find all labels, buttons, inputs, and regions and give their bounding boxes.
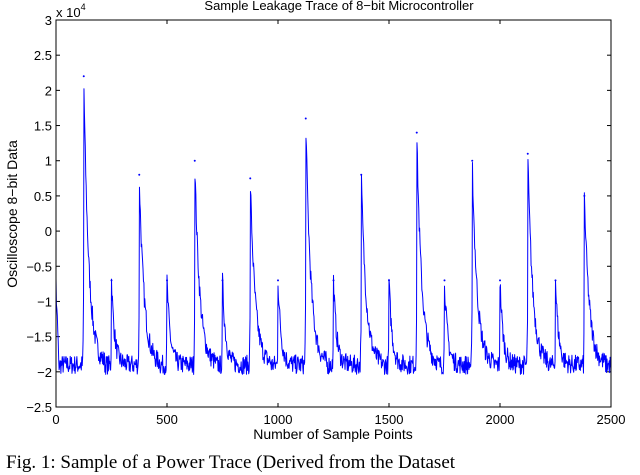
x-axis: 0 500 1000 1500 2000 2500 xyxy=(52,20,625,427)
y-tick-label: −1.5 xyxy=(26,330,52,345)
peak-point xyxy=(166,279,168,282)
y-tick-label: 0 xyxy=(45,224,52,239)
peak-point xyxy=(415,131,418,134)
y-tick-label: 2 xyxy=(45,83,52,98)
y-tick-label: 2.5 xyxy=(34,48,52,63)
peak-point xyxy=(138,173,141,176)
y-tick-label: 1.5 xyxy=(34,119,52,134)
y-tick-label: −0.5 xyxy=(26,259,52,274)
x-tick-label: 0 xyxy=(52,412,59,427)
chart-title: Sample Leakage Trace of 8−bit Microcontr… xyxy=(204,0,474,13)
peak-point xyxy=(388,279,390,282)
peak-point xyxy=(193,159,196,162)
x-axis-label: Number of Sample Points xyxy=(253,426,413,442)
y-tick-label: −1 xyxy=(37,294,52,309)
peak-point xyxy=(583,194,586,197)
peak-point xyxy=(471,159,474,162)
y-tick-label: 3 xyxy=(45,13,52,28)
x-tick-label: 2500 xyxy=(597,412,626,427)
y-axis-label: Oscilloscope 8−bit Data xyxy=(4,140,20,288)
peak-point xyxy=(332,279,335,282)
peak-point xyxy=(82,75,85,78)
y-axis: −2.5 −2 −1.5 −1 −0.5 0 0.5 1 1.5 2 2.5 3 xyxy=(26,13,611,415)
peak-point xyxy=(110,279,113,282)
peak-point xyxy=(360,173,363,176)
y-tick-label: 1 xyxy=(45,154,52,169)
peak-point xyxy=(304,117,307,120)
x-tick-label: 1000 xyxy=(264,412,293,427)
peak-point xyxy=(554,279,557,282)
x-tick-label: 1500 xyxy=(375,412,404,427)
y-axis-multiplier-exponent: 4 xyxy=(81,2,86,12)
y-tick-label: 0.5 xyxy=(34,189,52,204)
figure-caption: Fig. 1: Sample of a Power Trace (Derived… xyxy=(6,452,456,473)
peak-point xyxy=(221,279,224,282)
peak-point xyxy=(499,279,501,282)
y-axis-multiplier: x 104 xyxy=(56,2,86,20)
peak-point xyxy=(277,279,279,282)
y-axis-multiplier-base: x 10 xyxy=(56,5,81,20)
series-line xyxy=(55,88,612,375)
x-tick-label: 2000 xyxy=(486,412,515,427)
y-tick-label: −2.5 xyxy=(26,400,52,415)
y-tick-label: −2 xyxy=(37,365,52,380)
plot-frame xyxy=(55,19,612,408)
x-tick-label: 500 xyxy=(156,412,178,427)
peak-point xyxy=(526,152,529,155)
peak-point xyxy=(249,177,252,180)
peak-point xyxy=(443,279,446,282)
